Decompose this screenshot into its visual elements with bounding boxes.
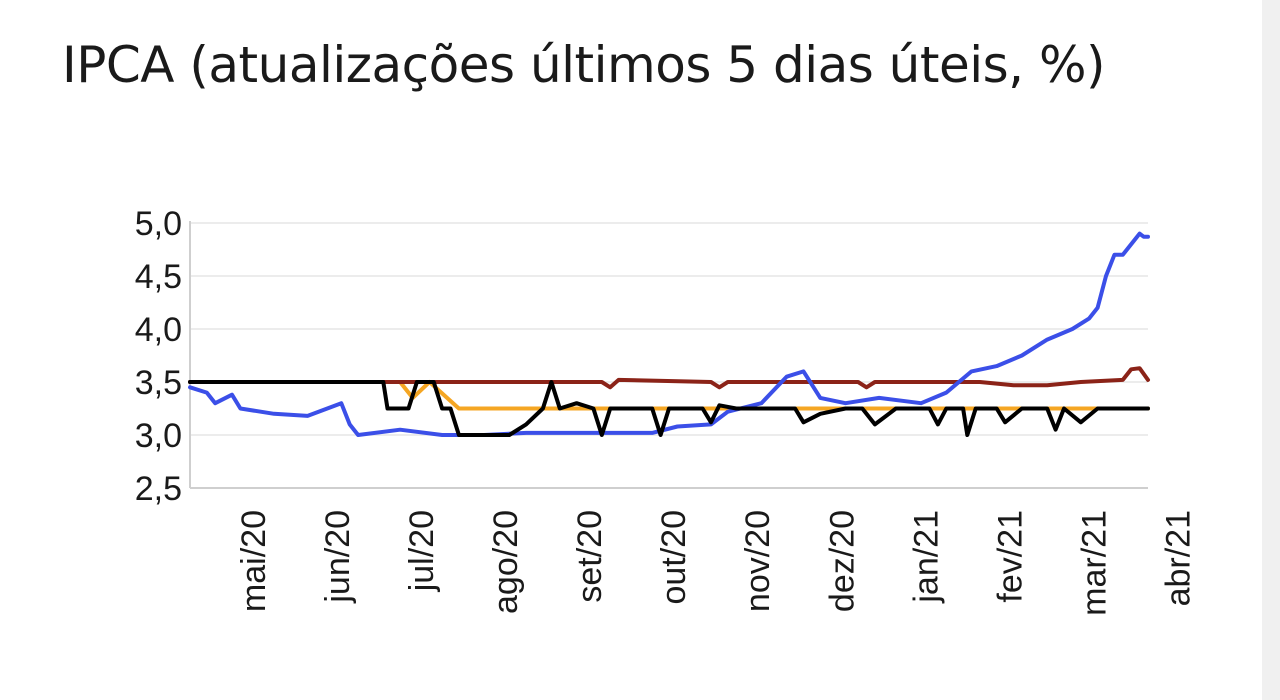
y-tick-label: 5,0 (135, 205, 182, 243)
x-tick-label: nov/20 (739, 510, 777, 612)
x-tick-label: abr/21 (1159, 510, 1197, 606)
x-tick-label: jun/20 (319, 510, 357, 604)
x-tick-label: jan/21 (907, 510, 945, 604)
series-lines (188, 231, 1150, 437)
y-tick-label: 3,0 (135, 417, 182, 455)
x-tick-label: jul/20 (403, 510, 441, 592)
y-tick-label: 3,5 (135, 364, 182, 402)
series-line-1 (188, 366, 1150, 390)
series-line-3 (188, 380, 1150, 437)
gridlines (190, 222, 1148, 489)
y-tick-label: 4,5 (135, 258, 182, 296)
x-tick-label: mar/21 (1075, 510, 1113, 616)
x-tick-labels: mai/20 jun/20 jul/20 ago/20 set/20 out/20 nov/… (235, 510, 1197, 616)
series-line-2 (188, 231, 1150, 437)
x-tick-label: dez/20 (823, 510, 861, 612)
x-tick-label: fev/21 (991, 510, 1029, 603)
x-tick-label: mai/20 (235, 510, 273, 612)
y-tick-label: 2,5 (135, 470, 182, 508)
y-tick-label: 4,0 (135, 311, 182, 349)
x-tick-label: set/20 (571, 510, 609, 603)
chart-title: IPCA (atualizações últimos 5 dias úteis,… (62, 36, 1105, 94)
right-edge-strip (1262, 0, 1280, 700)
x-tick-label: out/20 (655, 510, 693, 605)
x-tick-label: ago/20 (487, 510, 525, 614)
y-tick-labels: 5,0 4,5 4,0 3,5 3,0 2,5 (135, 205, 182, 508)
axes (189, 221, 1148, 489)
